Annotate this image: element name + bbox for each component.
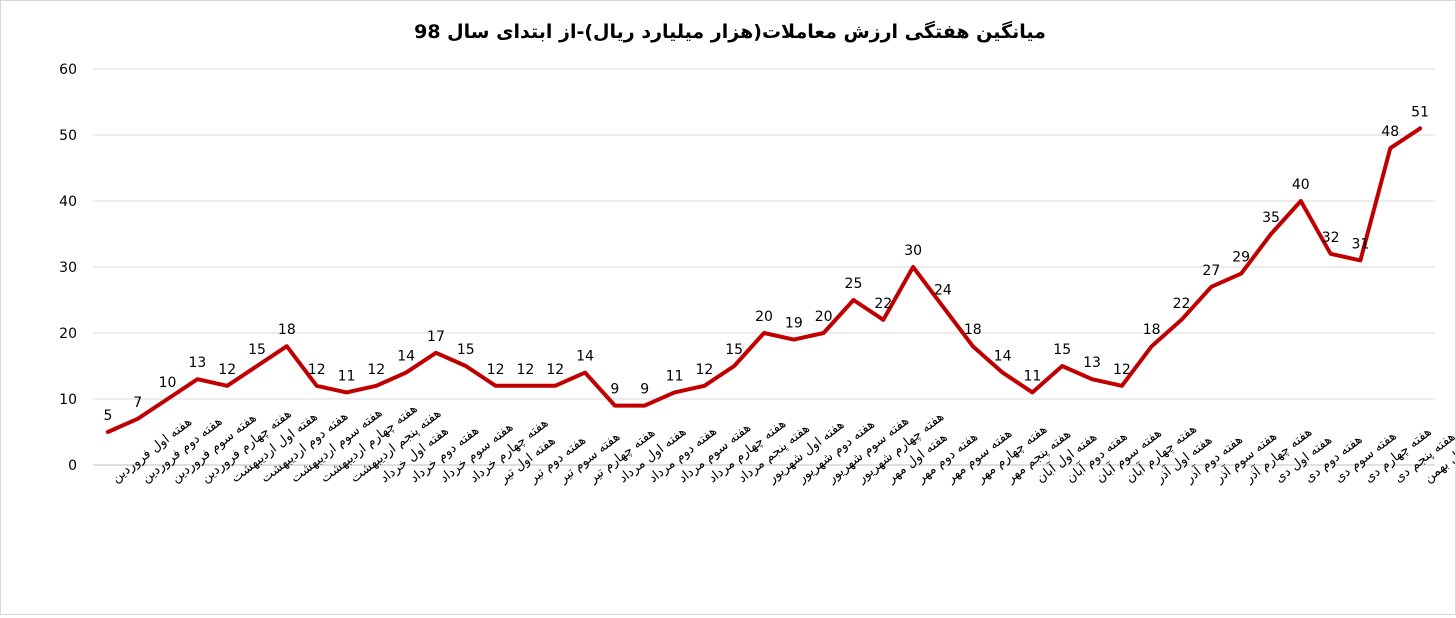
data-label: 10 <box>159 375 177 391</box>
data-label: 12 <box>1113 362 1131 378</box>
data-label: 14 <box>994 349 1012 365</box>
data-label: 12 <box>308 362 326 378</box>
data-label: 11 <box>338 368 356 384</box>
data-label: 22 <box>1173 296 1191 312</box>
data-label: 18 <box>1143 322 1161 338</box>
data-label: 30 <box>904 243 922 259</box>
data-label: 9 <box>640 382 649 398</box>
y-tick-label: 60 <box>59 62 77 78</box>
gridlines <box>93 68 1435 466</box>
data-label: 35 <box>1262 210 1280 226</box>
data-label: 9 <box>610 382 619 398</box>
y-tick-label: 20 <box>59 326 77 342</box>
data-label: 7 <box>133 395 142 411</box>
data-label: 14 <box>397 349 415 365</box>
data-label: 15 <box>248 342 266 358</box>
data-label: 20 <box>755 309 773 325</box>
data-label: 13 <box>1083 355 1101 371</box>
chart-title: میانگین هفتگی ارزش معاملات(هزار میلیارد … <box>414 20 1046 43</box>
data-label: 27 <box>1202 263 1220 279</box>
data-label: 51 <box>1411 104 1429 120</box>
data-label: 13 <box>188 355 206 371</box>
data-label: 24 <box>934 283 952 299</box>
data-label: 19 <box>785 316 803 332</box>
data-label: 12 <box>695 362 713 378</box>
data-label: 5 <box>103 408 112 424</box>
data-labels: 5 7 10 13 12 15 18 12 11 12 14 17 15 12 12 12 14 9 9 11 12 15… <box>103 104 1429 424</box>
series-group <box>105 126 1423 434</box>
data-label: 11 <box>1023 368 1041 384</box>
data-label: 40 <box>1292 177 1310 193</box>
data-label: 31 <box>1352 236 1370 252</box>
data-label: 15 <box>1053 342 1071 358</box>
data-label: 12 <box>487 362 505 378</box>
y-tick-label: 0 <box>68 458 77 474</box>
y-tick-label: 40 <box>59 194 77 210</box>
data-label: 18 <box>278 322 296 338</box>
data-label: 11 <box>666 368 684 384</box>
data-label: 32 <box>1322 230 1340 246</box>
data-label: 15 <box>725 342 743 358</box>
data-label: 12 <box>367 362 385 378</box>
data-label: 14 <box>576 349 594 365</box>
data-label: 12 <box>546 362 564 378</box>
series-line <box>105 126 1423 434</box>
data-label: 12 <box>517 362 535 378</box>
y-tick-label: 50 <box>59 128 77 144</box>
data-label: 15 <box>457 342 475 358</box>
y-tick-label: 10 <box>59 392 77 408</box>
data-label: 17 <box>427 329 445 345</box>
data-label: 48 <box>1381 124 1399 140</box>
data-label: 29 <box>1232 250 1250 266</box>
data-label: 25 <box>845 276 863 292</box>
data-label: 22 <box>874 296 892 312</box>
data-label: 20 <box>815 309 833 325</box>
y-tick-label: 30 <box>59 260 77 276</box>
y-axis-ticks: 0 10 20 30 40 50 60 <box>59 62 77 474</box>
data-label: 12 <box>218 362 236 378</box>
data-label: 18 <box>964 322 982 338</box>
